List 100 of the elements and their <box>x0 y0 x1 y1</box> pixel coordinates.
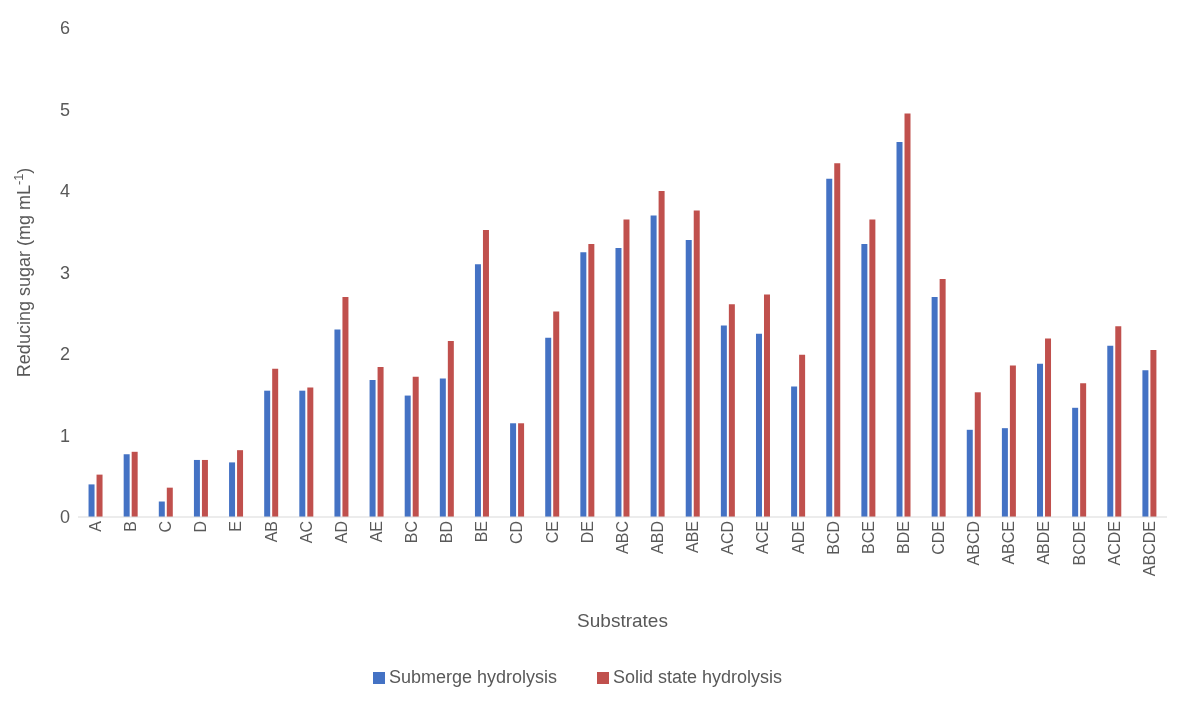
bar <box>755 333 762 517</box>
bar <box>166 487 173 517</box>
bar <box>685 239 692 517</box>
bar <box>1037 363 1044 517</box>
x-tick-label: DE <box>578 521 596 544</box>
bar <box>1009 365 1016 517</box>
bar <box>1107 345 1114 517</box>
bar <box>939 279 946 517</box>
bar <box>342 296 349 517</box>
bar <box>518 423 525 517</box>
bar <box>123 454 130 517</box>
bar <box>369 380 376 517</box>
bar <box>693 210 700 517</box>
bar <box>861 243 868 517</box>
bar <box>974 392 981 517</box>
x-tick-label: ADE <box>789 521 807 554</box>
x-tick-label: ABCDE <box>1140 521 1158 577</box>
bar <box>553 311 560 517</box>
bar <box>650 215 657 517</box>
bar <box>264 390 271 517</box>
x-tick-label: ACDE <box>1105 521 1123 566</box>
bar <box>1115 326 1122 517</box>
x-tick-label: AE <box>367 521 385 543</box>
bar <box>88 484 95 517</box>
bar <box>96 474 103 517</box>
bar <box>791 386 798 517</box>
x-tick-label: CD <box>508 521 526 545</box>
y-tick-label: 1 <box>59 425 70 446</box>
x-tick-label: BCDE <box>1070 521 1088 566</box>
bar <box>377 367 384 517</box>
bar <box>272 368 279 517</box>
x-tick-label: ABCE <box>1000 521 1018 565</box>
bar <box>1072 407 1079 517</box>
x-tick-label: BC <box>403 521 421 544</box>
bar <box>545 337 552 517</box>
x-tick-label: AC <box>297 521 315 544</box>
x-tick-label: CDE <box>930 521 948 555</box>
bar <box>966 429 973 517</box>
x-tick-label: B <box>122 521 140 532</box>
y-tick-label: 6 <box>59 18 70 39</box>
x-tick-label: A <box>86 520 104 532</box>
y-tick-label: 5 <box>59 99 70 120</box>
bar <box>826 178 833 517</box>
x-tick-label: ABD <box>648 521 666 554</box>
y-tick-label: 2 <box>59 344 70 365</box>
bar <box>447 340 454 517</box>
x-tick-label: ACE <box>754 521 772 554</box>
x-tick-label: ABE <box>684 521 702 554</box>
x-axis-title: Substrates <box>577 610 668 631</box>
y-tick-label: 0 <box>59 507 70 528</box>
bar <box>623 219 630 517</box>
x-tick-label: E <box>227 521 245 532</box>
bar <box>931 296 938 517</box>
bar <box>229 462 236 517</box>
bar <box>728 304 735 517</box>
x-tick-label: ABCD <box>965 521 983 566</box>
x-tick-label: BE <box>473 521 491 543</box>
bar <box>904 113 911 517</box>
x-tick-label: D <box>192 521 210 533</box>
bar <box>404 395 411 517</box>
bar <box>720 325 727 517</box>
bar <box>482 230 489 517</box>
x-tick-label: BCD <box>824 521 842 555</box>
bar <box>896 142 903 517</box>
bar <box>237 450 244 517</box>
bar <box>510 423 517 517</box>
x-tick-label: BDE <box>894 521 912 554</box>
bar <box>412 376 419 517</box>
bar <box>474 264 481 517</box>
legend-label: Solid state hydrolysis <box>613 667 783 687</box>
bar <box>439 378 446 517</box>
bar <box>307 387 314 517</box>
bar <box>1142 370 1149 517</box>
bar <box>615 248 622 517</box>
bar <box>201 459 208 517</box>
x-tick-label: BD <box>438 521 456 544</box>
bar <box>869 219 876 517</box>
bar <box>1150 349 1157 517</box>
bar <box>193 459 200 517</box>
bar <box>588 243 595 517</box>
x-tick-label: AB <box>262 521 280 543</box>
bar <box>1045 338 1052 517</box>
bar <box>834 163 841 517</box>
bar <box>131 451 138 517</box>
x-tick-label: ABC <box>613 521 631 554</box>
x-tick-label: ACD <box>719 521 737 555</box>
bar <box>1080 383 1087 517</box>
bar <box>799 354 806 517</box>
x-tick-label: BCE <box>859 521 877 554</box>
bar <box>763 294 770 517</box>
x-tick-label: AD <box>332 521 350 544</box>
x-tick-label: ABDE <box>1035 521 1053 565</box>
y-tick-label: 3 <box>59 262 70 283</box>
bar <box>580 252 587 517</box>
bar <box>1001 428 1008 517</box>
bar <box>658 191 665 517</box>
y-tick-label: 4 <box>59 181 70 202</box>
bar <box>158 501 165 517</box>
x-tick-label: CE <box>543 521 561 544</box>
bar <box>299 390 306 517</box>
